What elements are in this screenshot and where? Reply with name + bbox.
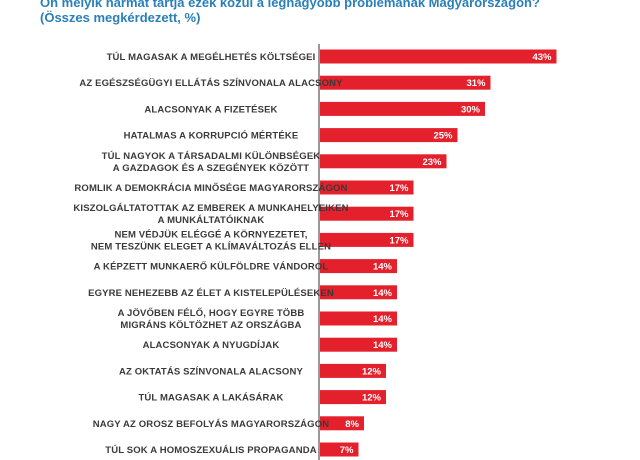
data-label: 17% (389, 183, 409, 194)
bar (320, 311, 397, 326)
category-label: A KÉPZETT MUNKAERŐ KÜLFÖLDRE VÁNDOROL (94, 261, 329, 273)
bar (320, 416, 364, 431)
category-label: A JÖVŐBEN FÉLŐ, HOGY EGYRE TÖBB (118, 307, 305, 319)
category-label: ALACSONYAK A FIZETÉSEK (144, 104, 277, 115)
bar (320, 49, 557, 64)
data-label: 14% (373, 262, 393, 273)
bar (320, 154, 447, 169)
bar (320, 442, 359, 457)
data-label: 8% (345, 419, 359, 430)
category-label: A MUNKÁLTATÓIKNAK (158, 214, 265, 226)
data-label: 7% (340, 445, 354, 456)
data-label: 31% (466, 78, 486, 89)
data-label: 17% (389, 209, 409, 220)
data-label: 12% (362, 393, 382, 404)
category-label: TÚL NAGYOK A TÁRSADALMI KÜLÖNBSÉGEK (102, 150, 321, 162)
bar (320, 180, 414, 195)
bar (320, 232, 414, 247)
category-label: EGYRE NEHEZEBB AZ ÉLET A KISTELEPÜLÉSEKE… (88, 288, 334, 299)
bar (320, 75, 491, 90)
chart-title: Ön melyik hármat tartja ezek közül a leg… (40, 0, 630, 25)
category-label: NAGY AZ OROSZ BEFOLYÁS MAGYARORSZÁGON (93, 419, 330, 430)
category-label: NEM TESZÜNK ELEGET A KLÍMAVÁLTOZÁS ELLEN (91, 241, 331, 252)
data-label: 23% (422, 157, 442, 168)
category-label: AZ OKTATÁS SZÍNVONALA ALACSONY (119, 366, 303, 377)
bar (320, 337, 397, 352)
data-label: 25% (433, 131, 453, 142)
data-label: 14% (373, 314, 393, 325)
bar (320, 285, 397, 300)
bar (320, 206, 414, 221)
category-label: A GAZDAGOK ÉS A SZEGÉNYEK KÖZÖTT (113, 163, 309, 174)
category-label: TÚL MAGASAK A LAKÁSÁRAK (138, 392, 283, 404)
chart-title-line1: Ön melyik hármat tartja ezek közül a leg… (40, 0, 540, 10)
data-label: 17% (389, 235, 409, 246)
bar (320, 259, 397, 274)
bar (320, 128, 458, 143)
data-label: 12% (362, 366, 382, 377)
bar (320, 390, 386, 405)
category-label: TÚL SOK A HOMOSZEXUÁLIS PROPAGANDA (105, 444, 316, 456)
bar (320, 101, 485, 116)
category-label: ROMLIK A DEMOKRÁCIA MINŐSÉGE MAGYARORSZÁ… (74, 182, 347, 194)
data-label: 30% (461, 104, 481, 115)
data-label: 14% (373, 288, 393, 299)
data-label: 14% (373, 340, 393, 351)
category-label: KISZOLGÁLTATOTTAK AZ EMBEREK A MUNKAHELY… (73, 203, 348, 214)
category-label: ALACSONYAK A NYUGDÍJAK (143, 340, 280, 351)
data-label: 43% (532, 52, 552, 63)
bar (320, 363, 386, 378)
category-label: MIGRÁNS KÖLTÖZHET AZ ORSZÁGBA (120, 320, 301, 331)
chart-title-line2: (Összes megkérdezett, %) (40, 10, 201, 25)
category-label: TÚL MAGASAK A MEGÉLHETÉS KÖLTSÉGEI (107, 51, 316, 63)
category-label: NEM VÉDJÜK ELÉGGÉ A KÖRNYEZETET, (114, 229, 307, 240)
category-label: HATALMAS A KORRUPCIÓ MÉRTÉKE (124, 130, 299, 142)
category-label: AZ EGÉSZSÉGÜGYI ELLÁTÁS SZÍNVONALA ALACS… (79, 78, 343, 89)
